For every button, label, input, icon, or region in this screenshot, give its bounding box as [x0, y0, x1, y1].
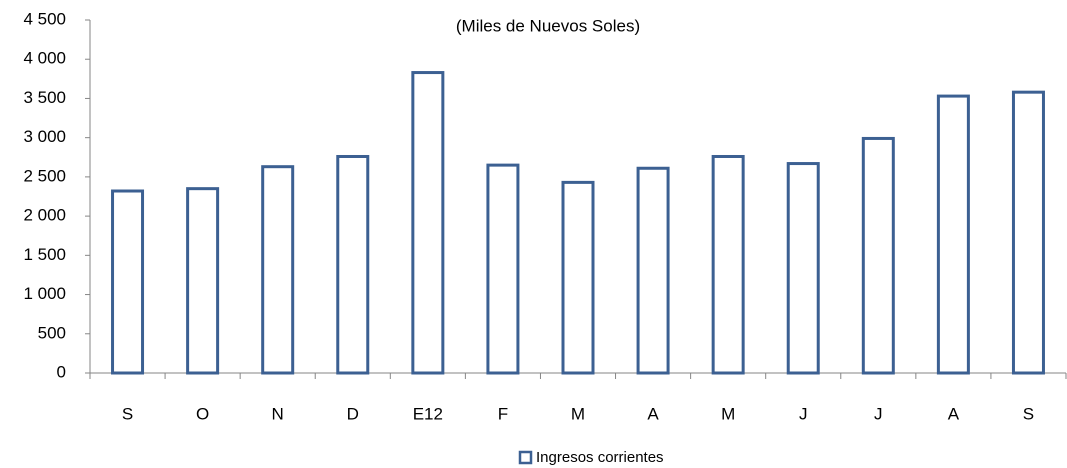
bar: [936, 94, 970, 375]
bar: [486, 163, 520, 375]
x-tick-label: N: [272, 404, 284, 423]
bar: [261, 165, 295, 375]
bar: [336, 154, 370, 375]
bar: [861, 136, 895, 375]
y-tick-label: 0: [57, 362, 66, 381]
y-tick-label: 1 000: [23, 284, 66, 303]
x-tick-label: E12: [413, 404, 443, 423]
legend-swatch: [518, 450, 533, 465]
bar: [561, 180, 595, 375]
y-tick-label: 4 500: [23, 9, 66, 28]
x-tick-label: D: [347, 404, 359, 423]
x-tick-label: M: [571, 404, 585, 423]
y-tick-label: 4 000: [23, 49, 66, 68]
x-tick-label: A: [647, 404, 659, 423]
y-tick-label: 3 500: [23, 88, 66, 107]
bar: [636, 166, 670, 375]
x-tick-label: M: [721, 404, 735, 423]
bar: [186, 187, 220, 375]
y-tick-label: 500: [38, 323, 66, 342]
bar: [711, 154, 745, 375]
x-tick-label: S: [122, 404, 133, 423]
bar: [1011, 90, 1045, 375]
x-tick-label: A: [948, 404, 960, 423]
chart-subtitle: (Miles de Nuevos Soles): [456, 16, 640, 35]
x-tick-label: O: [196, 404, 209, 423]
x-tick-label: F: [498, 404, 508, 423]
x-tick-label: J: [799, 404, 808, 423]
legend-label: Ingresos corrientes: [536, 449, 664, 466]
y-tick-label: 2 500: [23, 166, 66, 185]
x-tick-label: J: [874, 404, 883, 423]
y-tick-label: 1 500: [23, 245, 66, 264]
bar: [786, 162, 820, 375]
x-tick-label: S: [1023, 404, 1034, 423]
bar: [111, 189, 145, 375]
y-tick-label: 2 000: [23, 206, 66, 225]
y-tick-label: 3 000: [23, 127, 66, 146]
bar: [411, 71, 445, 375]
